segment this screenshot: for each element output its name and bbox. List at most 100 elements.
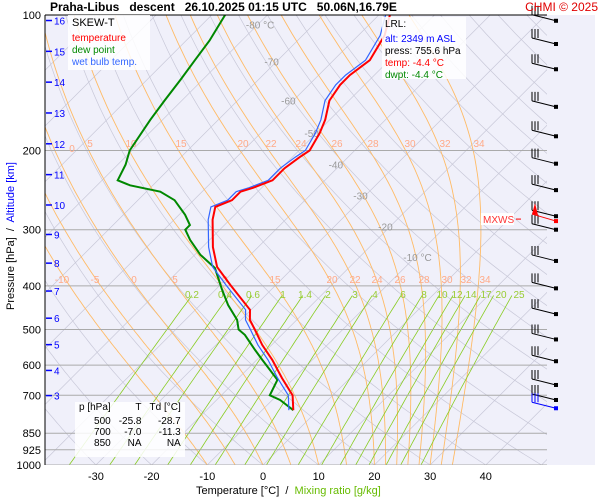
moist-adiabat-label: -10: [55, 275, 70, 286]
wind-barb-station: [554, 406, 558, 411]
dry-adiabat: [295, 15, 547, 275]
legend: SKEW-T temperature dew point wet bulb te…: [68, 15, 150, 70]
moist-adiabat-label: 15: [175, 139, 187, 150]
pressure-tick-label: 1000: [17, 460, 41, 472]
temperature-tick-label: -20: [144, 471, 160, 483]
mixing-ratio-line: [368, 295, 466, 465]
cell: 700: [94, 427, 111, 438]
wind-barb-station: [554, 67, 558, 72]
pressure-tick-label: 300: [23, 225, 41, 237]
mixing-ratio-line: [339, 295, 440, 465]
wet-bulb-line: [207, 15, 387, 411]
wind-barb-station: [554, 312, 558, 317]
altitude-tick-label: 6: [54, 314, 60, 325]
lrl-press: press: 755.6 hPa: [385, 46, 461, 57]
moist-adiabat-label: 24: [295, 139, 307, 150]
moist-adiabat-label: 10: [125, 139, 137, 150]
altitude-tick-label: 7: [54, 287, 60, 298]
wind-barb-station: [554, 134, 558, 139]
wind-barb-staff: [531, 100, 557, 108]
wind-barb-station: [554, 359, 558, 364]
dry-adiabat: [353, 15, 547, 214]
pressure-tick-label: 200: [23, 145, 41, 157]
wind-barb-staff: [531, 393, 557, 401]
pressure-tick-label: 700: [23, 390, 41, 402]
lrl-info-box: LRL: alt: 2349 m ASL press: 755.6 hPa te…: [382, 17, 466, 81]
altitude-tick-label: 4: [54, 366, 60, 377]
temperature-tick-label: 0: [260, 471, 266, 483]
mixing-ratio-line: [400, 295, 494, 465]
moist-adiabat-label: 34: [473, 139, 485, 150]
altitude-tick-label: 10: [54, 201, 66, 212]
isotherm-label: -40: [329, 161, 344, 172]
moist-adiabat-label: 5: [87, 139, 93, 150]
moist-adiabat-label: 22: [349, 275, 361, 286]
table-header: Td [°C]: [149, 402, 181, 413]
dew-point-line: [116, 15, 294, 411]
copyright: CHMI © 2025: [525, 0, 598, 14]
isotherm-label: -10 °C: [403, 253, 431, 264]
mixing-ratio-label: 12: [451, 290, 463, 301]
y-label-pressure: Pressure [hPa]: [5, 237, 17, 310]
mixing-ratio-label: 1: [280, 290, 286, 301]
temperature-tick-label: 10: [313, 471, 325, 483]
isotherm-label: -70: [264, 58, 279, 69]
temperature-tick-label: 20: [368, 471, 380, 483]
x-label-temp: Temperature [°C]: [196, 485, 280, 497]
mxws-barb-station: [554, 219, 558, 224]
wind-barb-station: [554, 42, 558, 47]
isotherm-line: [207, 124, 547, 465]
moist-adiabat-label: 26: [331, 139, 343, 150]
wind-barb-station: [554, 337, 558, 342]
pressure-tick-label: 600: [23, 360, 41, 372]
isotherm-line: [429, 347, 547, 465]
cell: NA: [127, 438, 142, 449]
isotherm-line: [262, 180, 547, 465]
dry-adiabat: [267, 15, 547, 307]
table-row: 700 -7.0 -11.3: [75, 427, 185, 438]
y-label-altitude: Altitude [km]: [5, 162, 17, 223]
x-label-mixing: Mixing ratio [g/kg]: [294, 485, 381, 497]
isotherm-label: -30: [353, 192, 368, 203]
altitude-tick-label: 16: [54, 17, 66, 28]
mixing-ratio-line: [355, 295, 454, 465]
isotherm-line: [45, 15, 157, 127]
mixing-ratio-line: [189, 295, 304, 465]
cell: 850: [94, 438, 111, 449]
mixing-ratio-label: 6: [400, 290, 406, 301]
mxws-label: MXWS: [483, 215, 514, 226]
pressure-tick-label: 850: [23, 428, 41, 440]
moist-adiabat-label: 28: [367, 139, 379, 150]
mixing-ratio-line: [420, 295, 513, 465]
wind-barb-station: [554, 397, 558, 402]
altitude-tick-label: 9: [54, 230, 60, 241]
moist-adiabat-label: 30: [441, 275, 453, 286]
isotherm-line: [45, 15, 380, 350]
altitude-tick-label: 13: [54, 109, 66, 120]
mixing-ratio-line: [244, 295, 353, 465]
altitude-tick-label: 12: [54, 140, 66, 151]
lrl-temp: temp: -4.4 °C: [385, 58, 445, 69]
y-axis-label: Pressure [hPa] / Altitude [km]: [5, 136, 17, 336]
plot-background: [45, 15, 595, 465]
wind-barb-station: [554, 258, 558, 263]
mxws-barb-pennant: [532, 203, 538, 216]
x-label-sep: /: [279, 485, 295, 497]
wind-barb-staff: [531, 14, 557, 22]
mixing-ratio-label: 25: [513, 290, 525, 301]
altitude-tick-label: 11: [54, 171, 65, 182]
mixing-ratio-label: 0.6: [246, 290, 260, 301]
mxws-barb-staff: [531, 213, 557, 222]
wind-barb-staff: [531, 157, 557, 165]
isotherm-line: [151, 69, 547, 465]
moist-adiabat-label: 24: [371, 275, 383, 286]
chart-title: Praha-Libus descent 26.10.2025 01:15 UTC…: [50, 0, 397, 14]
table-header: p [hPa]: [79, 402, 111, 413]
mixing-ratio-line: [214, 295, 326, 465]
dry-adiabat: [238, 15, 547, 338]
cell: -7.0: [124, 427, 142, 438]
moist-adiabat-label: 15: [269, 275, 281, 286]
isotherm-line: [45, 15, 268, 238]
mixing-ratio-line: [321, 295, 423, 465]
